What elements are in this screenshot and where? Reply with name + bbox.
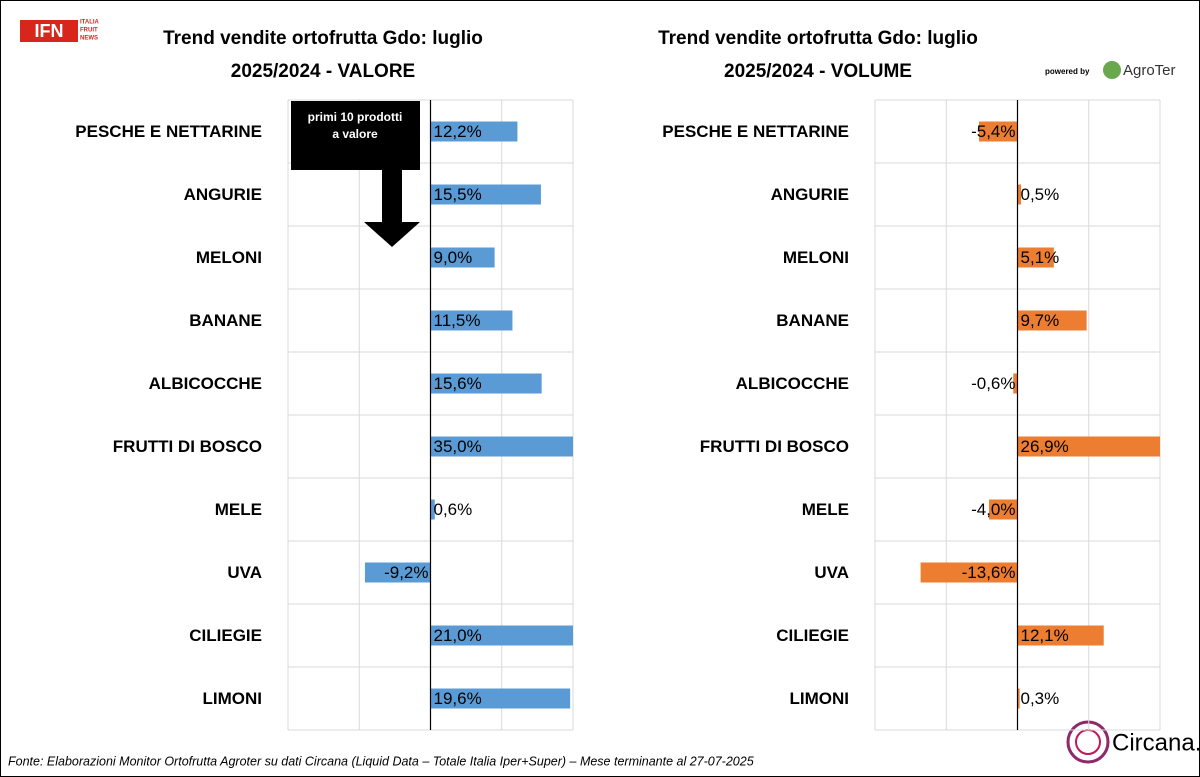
category-label: CILIEGIE xyxy=(776,626,849,645)
callout-text: a valore xyxy=(332,127,378,141)
category-label: BANANE xyxy=(189,311,262,330)
circana: Circana. xyxy=(1112,729,1200,756)
category-label: MELONI xyxy=(783,248,849,267)
bar xyxy=(364,562,431,583)
bar xyxy=(430,373,542,394)
category-label: MELE xyxy=(215,500,262,519)
callout-text: primi 10 prodotti xyxy=(308,110,403,124)
category-label: FRUTTI DI BOSCO xyxy=(113,437,262,456)
logo-text: IFN xyxy=(35,21,64,41)
footer: Fonte: Elaborazioni Monitor Ortofrutta A… xyxy=(8,754,754,768)
bar xyxy=(1017,688,1020,709)
bar xyxy=(430,499,435,520)
category-label: MELONI xyxy=(196,248,262,267)
value-label: 21,0% xyxy=(434,626,482,645)
bar xyxy=(430,436,573,457)
category-label: ANGURIE xyxy=(771,185,849,204)
value-label: 15,6% xyxy=(434,374,482,393)
callout-arrow xyxy=(364,170,420,247)
logo-block xyxy=(20,20,78,42)
value-label: 19,6% xyxy=(434,689,482,708)
bar xyxy=(1017,310,1087,331)
chart-title: Trend vendite ortofrutta Gdo: luglio xyxy=(658,28,978,49)
value-label: 11,5% xyxy=(434,311,481,330)
logo-line: ITALIA xyxy=(80,20,100,26)
value-label: 12,1% xyxy=(1021,626,1069,645)
logo-line: NEWS xyxy=(80,36,98,42)
bar xyxy=(1017,436,1160,457)
agroter-icon xyxy=(1103,61,1121,79)
value-label: 9,7% xyxy=(1021,311,1060,330)
bar xyxy=(430,688,571,709)
bar xyxy=(989,499,1018,520)
value-label: 12,2% xyxy=(434,122,482,141)
value-label: -0,6% xyxy=(971,374,1015,393)
value-label: 0,5% xyxy=(1021,185,1060,204)
value-label: 0,6% xyxy=(434,500,473,519)
category-label: BANANE xyxy=(776,311,849,330)
category-label: LIMONI xyxy=(790,689,850,708)
bar xyxy=(920,562,1018,583)
bar xyxy=(1013,373,1018,394)
category-label: CILIEGIE xyxy=(189,626,262,645)
chart-subtitle: 2025/2024 - VALORE xyxy=(231,61,415,82)
bar xyxy=(1017,184,1022,205)
value-label: 5,1% xyxy=(1021,248,1060,267)
value-label: 9,0% xyxy=(434,248,473,267)
bar xyxy=(430,310,513,331)
callout-box xyxy=(291,101,420,170)
value-label: -9,2% xyxy=(384,563,428,582)
category-label: MELE xyxy=(802,500,849,519)
bar xyxy=(1017,247,1054,268)
bar xyxy=(979,121,1018,142)
value-label: -13,6% xyxy=(962,563,1016,582)
powered-by: powered by xyxy=(1045,67,1090,76)
agroter: AgroTer xyxy=(1123,62,1176,79)
category-label: ANGURIE xyxy=(184,185,262,204)
chart-subtitle: 2025/2024 - VOLUME xyxy=(724,61,912,82)
bars xyxy=(364,121,573,709)
category-label: FRUTTI DI BOSCO xyxy=(700,437,849,456)
logo-line: FRUIT xyxy=(80,28,98,34)
circana-icon xyxy=(1066,720,1110,764)
value-label: 26,9% xyxy=(1021,437,1069,456)
category-label: ALBICOCCHE xyxy=(149,374,262,393)
value-label: 35,0% xyxy=(434,437,482,456)
value-label: 0,3% xyxy=(1021,689,1060,708)
bars xyxy=(920,121,1160,709)
category-label: PESCHE E NETTARINE xyxy=(662,122,849,141)
bar xyxy=(430,247,495,268)
bar xyxy=(430,121,518,142)
bar xyxy=(430,625,573,646)
value-label: -4,0% xyxy=(971,500,1015,519)
chart-title: Trend vendite ortofrutta Gdo: luglio xyxy=(163,28,483,49)
bar xyxy=(1017,625,1104,646)
category-label: UVA xyxy=(227,563,262,582)
category-label: LIMONI xyxy=(203,689,263,708)
category-label: UVA xyxy=(814,563,849,582)
category-label: ALBICOCCHE xyxy=(736,374,849,393)
value-label: -5,4% xyxy=(971,122,1015,141)
bar xyxy=(430,184,541,205)
category-label: PESCHE E NETTARINE xyxy=(75,122,262,141)
value-label: 15,5% xyxy=(434,185,482,204)
